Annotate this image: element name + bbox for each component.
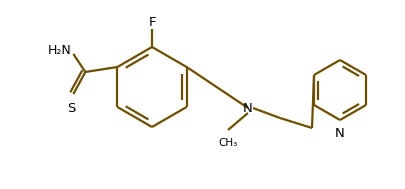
Text: F: F xyxy=(148,15,156,29)
Text: CH₃: CH₃ xyxy=(218,138,238,148)
Text: N: N xyxy=(335,127,345,140)
Text: N: N xyxy=(243,101,253,115)
Text: H₂N: H₂N xyxy=(47,43,71,57)
Text: S: S xyxy=(67,102,76,115)
